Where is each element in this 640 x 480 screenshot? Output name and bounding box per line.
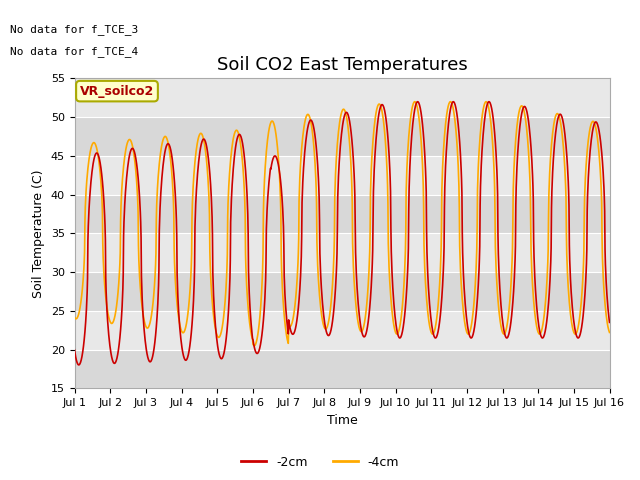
Text: VR_soilco2: VR_soilco2 [80, 84, 154, 97]
Text: No data for f_TCE_4: No data for f_TCE_4 [10, 46, 139, 57]
Y-axis label: Soil Temperature (C): Soil Temperature (C) [32, 169, 45, 298]
Bar [74, 311, 609, 349]
Bar [74, 349, 609, 388]
Title: Soil CO2 East Temperatures: Soil CO2 East Temperatures [216, 56, 467, 74]
Legend: -2cm, -4cm: -2cm, -4cm [236, 451, 404, 474]
Bar [74, 78, 609, 117]
Bar [74, 195, 609, 233]
X-axis label: Time: Time [326, 414, 357, 427]
Text: No data for f_TCE_3: No data for f_TCE_3 [10, 24, 139, 35]
Bar [74, 156, 609, 195]
Bar [74, 117, 609, 156]
Bar [74, 272, 609, 311]
Bar [74, 233, 609, 272]
